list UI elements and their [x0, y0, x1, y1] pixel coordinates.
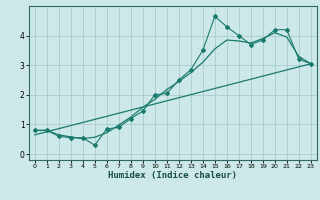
X-axis label: Humidex (Indice chaleur): Humidex (Indice chaleur): [108, 171, 237, 180]
